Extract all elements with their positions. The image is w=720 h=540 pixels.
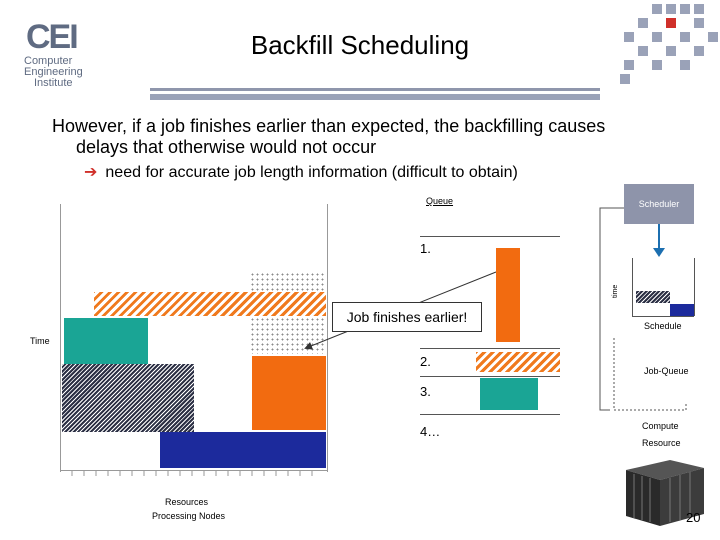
bullet-item: ➔ need for accurate job length informatio… [84, 162, 518, 182]
schedule-time-label: time [612, 284, 619, 298]
schedule-right-border [694, 258, 695, 316]
decorative-squares-icon [620, 4, 718, 84]
queue-divider [420, 376, 560, 377]
queue-teal-job [480, 378, 538, 410]
right-border [327, 204, 328, 472]
schedule-bottom-border [632, 316, 694, 317]
y-axis [60, 204, 61, 472]
resources-label: Resources [165, 497, 209, 507]
schedule-left-border [632, 258, 633, 316]
queue-item-1: 1. [420, 241, 431, 256]
job-queue-label: Job-Queue [644, 366, 689, 376]
queue-item-4: 4… [420, 424, 441, 439]
logo-mark: CEI [26, 18, 79, 56]
resource-label: Resource [642, 438, 681, 448]
bracket-connector [599, 207, 624, 411]
queue-orange-job [496, 248, 520, 342]
arrow-down-icon [653, 224, 665, 257]
page-number: 20 [686, 510, 701, 525]
queue-divider [420, 348, 560, 349]
body-paragraph: However, if a job finishes earlier than … [52, 116, 692, 158]
arrow-right-icon: ➔ [84, 164, 98, 181]
job-queue-bracket [613, 338, 687, 411]
server-rack-icon [626, 460, 704, 526]
scheduler-box: Scheduler [624, 184, 694, 224]
hatched-orange-job [94, 292, 326, 316]
x-axis-ticks [71, 470, 313, 476]
logo-line-3: Institute [34, 77, 73, 89]
queue-divider [420, 414, 560, 415]
body-line-1: However, if a job finishes earlier than … [52, 116, 606, 136]
hatched-gray-job [62, 364, 194, 432]
navy-job [160, 432, 326, 468]
title-divider [150, 88, 600, 91]
queue-item-2: 2. [420, 354, 431, 369]
x-axis [60, 470, 328, 471]
logo: CEI [26, 18, 79, 57]
queue-item-3: 3. [420, 384, 431, 399]
title-divider-thick [150, 94, 600, 100]
logo-line-1: Computer [24, 55, 73, 67]
processing-nodes-label: Processing Nodes [152, 511, 226, 521]
compute-label: Compute [642, 421, 679, 431]
schedule-navy-job [670, 304, 694, 316]
queue-label: Queue [426, 196, 454, 206]
schedule-label: Schedule [644, 321, 682, 331]
bullet-text: need for accurate job length information… [105, 164, 518, 181]
schedule-hatched-job [636, 291, 670, 303]
page-title: Backfill Scheduling [250, 30, 470, 60]
queue-hatched-orange-job [476, 352, 560, 372]
body-line-2: delays that otherwise would not occur [76, 137, 377, 157]
callout-job-finished: Job finishes earlier! [332, 302, 482, 332]
logo-text: Computer Engineering Institute [24, 56, 83, 89]
time-axis-label: Time [30, 336, 50, 346]
teal-job [64, 318, 148, 364]
orange-job [252, 356, 326, 430]
logo-line-2: Engineering [24, 66, 83, 78]
queue-divider [420, 236, 560, 237]
